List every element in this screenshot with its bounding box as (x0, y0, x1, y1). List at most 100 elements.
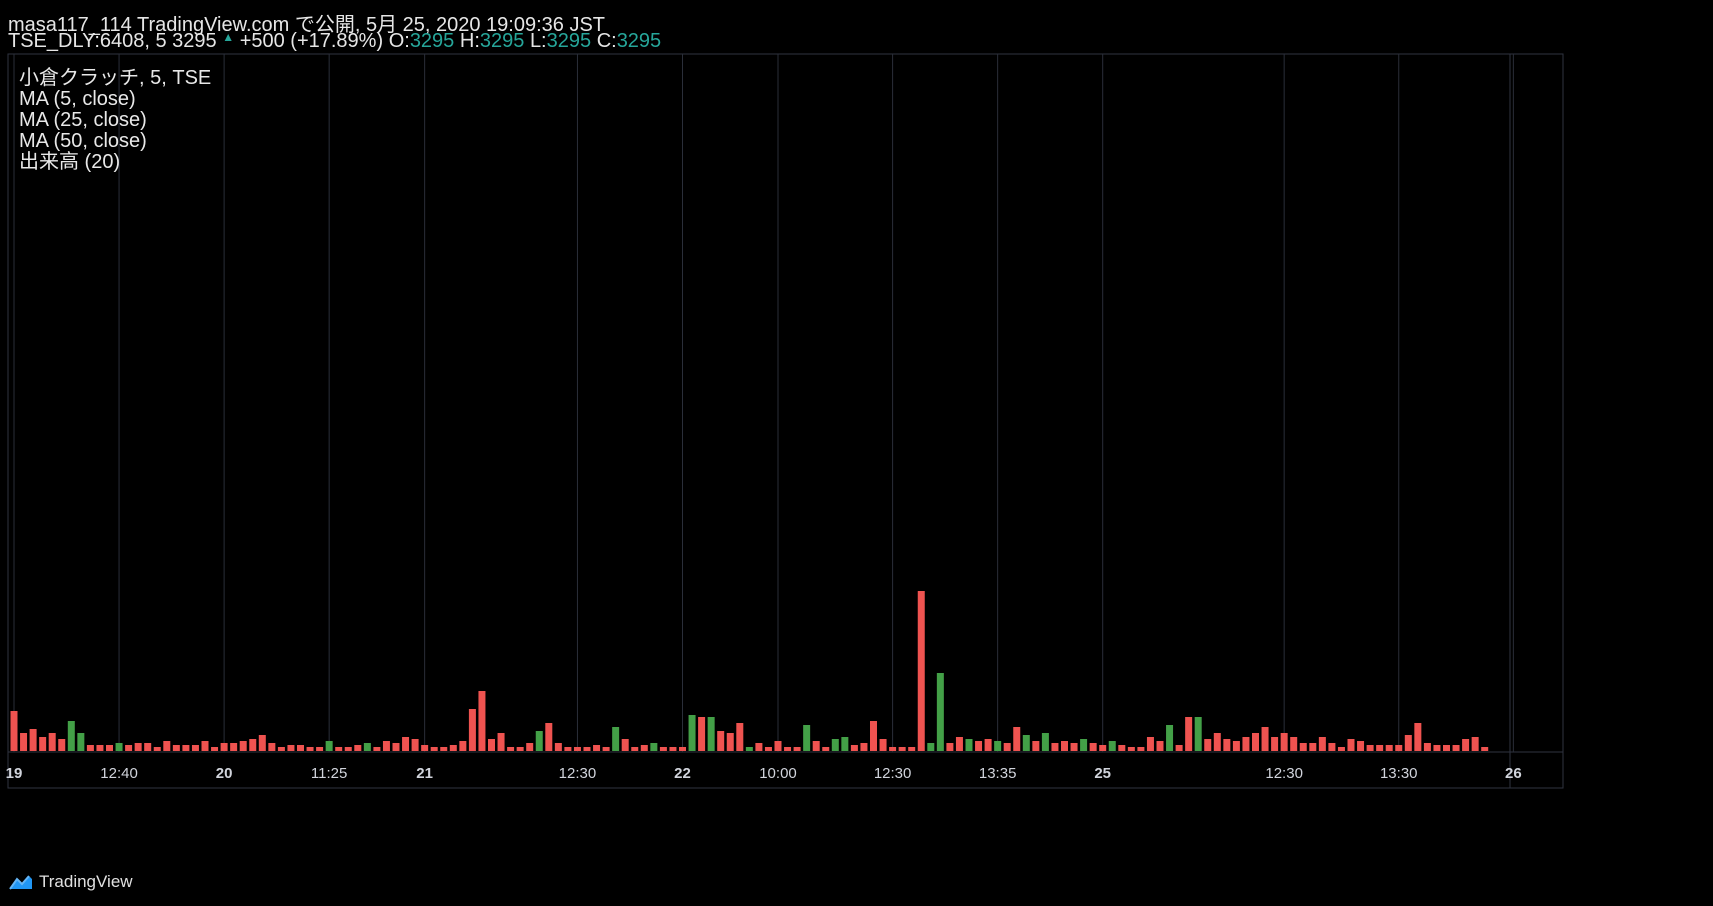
volume-bar (1252, 733, 1259, 751)
close-label: C: (596, 30, 617, 52)
volume-bar (1013, 727, 1021, 751)
volume-bar (258, 735, 266, 751)
volume-bar (488, 739, 495, 751)
volume-bar (917, 591, 925, 751)
volume-bar (1299, 743, 1307, 751)
volume-bar (153, 747, 161, 751)
volume-bar (144, 743, 152, 751)
volume-bar (58, 739, 66, 751)
volume-bar (1204, 739, 1212, 751)
x-tick-label: 20 (216, 765, 233, 782)
volume-bar (612, 727, 620, 751)
volume-bar (755, 743, 763, 751)
volume-bar (927, 743, 935, 751)
volume-bar (889, 747, 897, 751)
legend-ma5[interactable]: MA (5, close) (19, 88, 136, 110)
x-tick-label: 10:00 (759, 765, 797, 782)
volume-bar (1471, 737, 1479, 751)
chart-legend: 小倉クラッチ, 5, TSE MA (5, close) MA (25, clo… (19, 68, 211, 173)
symbol-label: TSE_DLY:6408, 5 3295 (8, 30, 217, 52)
volume-bar (774, 741, 782, 751)
volume-bar (545, 723, 553, 751)
volume-bar (564, 747, 572, 751)
volume-bar (1022, 735, 1030, 751)
volume-bar (125, 745, 133, 751)
x-tick-label: 13:30 (1380, 765, 1418, 782)
chart-frame (7, 53, 1564, 789)
price-change: +500 (+17.89%) (239, 30, 384, 52)
volume-bar (1290, 737, 1298, 751)
volume-bar (77, 733, 85, 751)
volume-bar (421, 745, 429, 751)
volume-bar (707, 717, 715, 751)
volume-bar (459, 741, 467, 751)
volume-bar (631, 747, 639, 751)
volume-bar (172, 745, 180, 751)
volume-bar (106, 745, 113, 751)
up-arrow-icon: ▲ (222, 30, 235, 44)
volume-bar (879, 739, 887, 751)
volume-bar (67, 721, 75, 751)
volume-bar (1309, 743, 1317, 751)
volume-bar (39, 737, 47, 751)
volume-bar (593, 745, 601, 751)
high-label: H: (459, 30, 480, 52)
volume-bar (516, 747, 524, 751)
volume-bar (1366, 745, 1374, 751)
volume-bar (297, 745, 304, 751)
volume-bar (306, 747, 314, 751)
legend-volume[interactable]: 出来高 (20) (19, 151, 121, 173)
x-tick-label: 26 (1505, 765, 1522, 782)
tradingview-brand[interactable]: TradingView (8, 872, 133, 892)
legend-ma50[interactable]: MA (50, close) (19, 130, 147, 152)
volume-bar (1061, 741, 1068, 751)
volume-bar (29, 729, 37, 751)
volume-bar (373, 747, 381, 751)
legend-symbol[interactable]: 小倉クラッチ, 5, TSE (19, 67, 212, 89)
volume-bar (277, 747, 285, 751)
volume-bar (1481, 747, 1489, 751)
open-label: O: (388, 30, 410, 52)
volume-bar (1242, 737, 1250, 751)
volume-bar (936, 673, 944, 751)
volume-bar (583, 747, 591, 751)
volume-bar (1385, 745, 1393, 751)
tradingview-logo-icon (9, 875, 32, 890)
volume-bar (1194, 717, 1202, 751)
volume-bar (430, 747, 438, 751)
volume-bar (1423, 743, 1431, 751)
legend-ma25[interactable]: MA (25, close) (19, 109, 147, 131)
low-label: L: (529, 30, 547, 52)
volume-bar (1003, 743, 1011, 751)
volume-bar (955, 737, 963, 751)
volume-bar (335, 747, 343, 751)
volume-bar (1347, 739, 1355, 751)
volume-bar (1118, 745, 1126, 751)
volume-bar (621, 739, 629, 751)
volume-bar (803, 725, 811, 751)
volume-bar (784, 747, 792, 751)
volume-bar (1089, 743, 1097, 751)
volume-bar (363, 743, 371, 751)
volume-bar (1433, 745, 1441, 751)
volume-bar (1080, 739, 1088, 751)
volume-bar (831, 739, 839, 751)
volume-bar (382, 741, 390, 751)
volume-bar (392, 743, 400, 751)
volume-bar (679, 747, 686, 751)
volume-bar (573, 747, 581, 751)
volume-bar (650, 743, 658, 751)
volume-bar (1462, 739, 1470, 751)
volume-bar (182, 745, 190, 751)
volume-bar (984, 739, 992, 751)
volume-bar (411, 739, 419, 751)
volume-bar (717, 731, 725, 751)
volume-bar (1280, 733, 1288, 751)
x-tick-label: 13:35 (979, 765, 1017, 782)
volume-bar (822, 747, 830, 751)
volume-bar (1146, 737, 1154, 751)
x-tick-label: 19 (6, 765, 23, 782)
volume-bar (1223, 739, 1231, 751)
volume-bar (1137, 747, 1145, 751)
